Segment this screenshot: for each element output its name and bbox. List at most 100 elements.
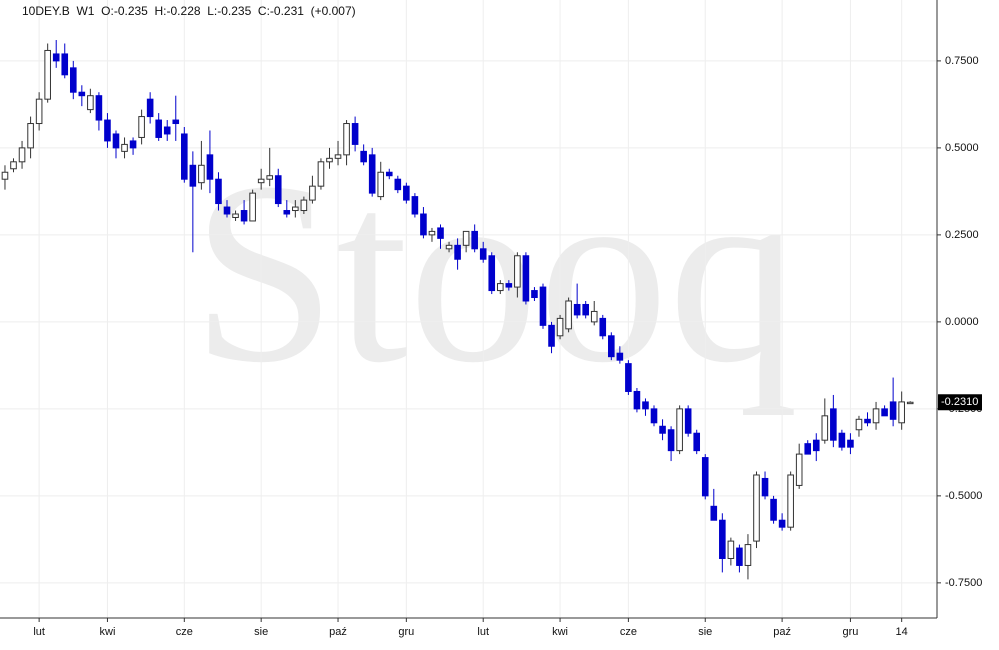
- candle-body: [69, 67, 77, 93]
- candle-body: [804, 443, 812, 455]
- x-tick-label: cze: [176, 626, 193, 638]
- y-tick-label: 0.5000: [945, 142, 979, 154]
- candle-body: [454, 244, 461, 260]
- candle-body: [838, 432, 846, 448]
- candle-body: [531, 290, 538, 299]
- candle-body: [411, 196, 419, 215]
- candle-body: [445, 244, 453, 250]
- candle-body: [87, 95, 94, 111]
- candle-body: [368, 154, 376, 194]
- x-tick-label: cze: [620, 626, 637, 638]
- candle-body: [428, 230, 436, 236]
- candle-body: [351, 123, 359, 145]
- candle-body: [172, 119, 180, 125]
- candle-body: [300, 199, 308, 212]
- candle-body: [52, 53, 60, 62]
- x-tick-label: paź: [329, 626, 347, 638]
- candle-body: [385, 171, 393, 177]
- candle-body: [830, 408, 837, 441]
- candle-body: [753, 474, 760, 542]
- x-tick-label: sie: [698, 626, 712, 638]
- candle-body: [479, 248, 487, 260]
- candle-body: [155, 119, 162, 138]
- y-tick-label: -0.7500: [945, 577, 982, 589]
- candle-body: [129, 140, 137, 149]
- candle-body: [548, 324, 555, 347]
- y-tick-label: 0.0000: [945, 316, 979, 328]
- candle-body: [659, 425, 666, 434]
- candle-body: [778, 519, 786, 528]
- candle-body: [189, 164, 197, 187]
- candle-body: [650, 408, 658, 424]
- candle-body: [556, 317, 564, 337]
- last-price-box: [938, 394, 982, 411]
- x-tick-label: lut: [477, 626, 489, 638]
- candle-body: [684, 408, 692, 434]
- y-tick-label: 0.7500: [945, 55, 979, 67]
- candle-body: [198, 164, 205, 184]
- candle-body: [642, 401, 649, 410]
- x-tick-label: kwi: [100, 626, 116, 638]
- candle-body: [889, 401, 897, 420]
- candle-body: [146, 98, 154, 118]
- candle-body: [812, 439, 820, 452]
- x-tick-label: 14: [896, 626, 908, 638]
- candle-body: [309, 185, 316, 201]
- candle-body: [317, 161, 325, 187]
- candle-body: [104, 119, 111, 142]
- candle-body: [582, 303, 589, 316]
- candle-body: [667, 429, 675, 452]
- candle-body: [761, 477, 769, 497]
- candle-body: [437, 227, 444, 239]
- candle-body: [377, 171, 385, 198]
- candle-body: [121, 143, 128, 152]
- candle-body: [394, 178, 402, 191]
- candle-body: [539, 286, 547, 326]
- chart-title: 10DEY.B W1 O:-0.235 H:-0.228 L:-0.235 C:…: [22, 4, 356, 18]
- candle-body: [514, 255, 521, 288]
- candle-body: [471, 230, 478, 250]
- candle-body: [693, 432, 701, 452]
- candle-body: [138, 116, 145, 138]
- candle-body: [18, 147, 26, 163]
- candle-body: [420, 213, 427, 236]
- candle-body: [266, 175, 274, 180]
- candle-body: [163, 126, 171, 135]
- candle-body: [10, 161, 17, 170]
- candle-body: [95, 95, 103, 121]
- candle-body: [898, 401, 905, 424]
- candle-body: [27, 123, 34, 149]
- candle-body: [821, 415, 829, 441]
- candle-body: [736, 547, 743, 566]
- candle-body: [906, 401, 914, 405]
- candle-body: [343, 123, 350, 156]
- candle-body: [334, 154, 342, 159]
- x-tick-label: lut: [33, 626, 45, 638]
- candle-body: [462, 230, 470, 246]
- candle-body: [565, 300, 572, 330]
- y-tick-label: 0.2500: [945, 229, 979, 241]
- candle-body: [710, 505, 718, 521]
- candle-body: [573, 303, 581, 316]
- x-tick-label: sie: [254, 626, 268, 638]
- candle-body: [616, 352, 624, 361]
- candle-body: [61, 53, 69, 76]
- candle-body: [505, 283, 513, 288]
- candle-body: [181, 133, 188, 180]
- candle-body: [855, 418, 863, 431]
- candle-body: [719, 519, 726, 559]
- candle-body: [112, 133, 120, 149]
- candle-body: [215, 178, 222, 205]
- candle-body: [787, 474, 794, 528]
- candle-body: [249, 192, 256, 222]
- candle-body: [701, 457, 709, 497]
- candle-body: [206, 154, 214, 180]
- candle-body: [872, 408, 880, 424]
- candle-body: [283, 210, 291, 215]
- candle-body: [232, 213, 239, 218]
- candle-body: [590, 310, 598, 323]
- x-tick-label: gru: [398, 626, 414, 638]
- candle-body: [795, 453, 803, 486]
- candle-body: [488, 255, 496, 292]
